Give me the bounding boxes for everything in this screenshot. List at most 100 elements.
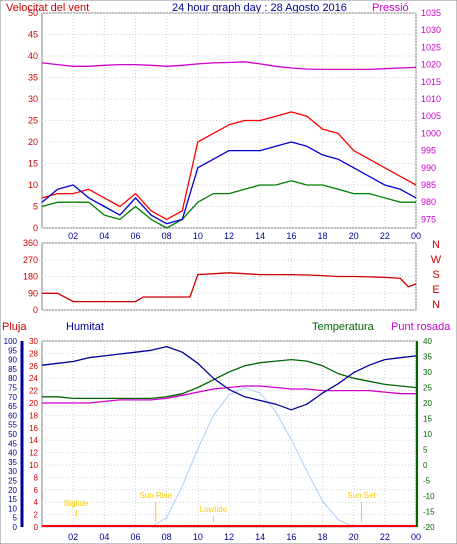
temperature-y-tick-label: 40 xyxy=(423,337,432,346)
x-tick-label: 18 xyxy=(317,231,327,241)
temperature-y-tick-label: -5 xyxy=(423,477,431,486)
series-direction xyxy=(42,272,417,303)
rain-y-tick-label: 16 xyxy=(29,424,38,433)
temperature-y-tick-label: 35 xyxy=(423,353,432,362)
pressure-y-tick-label: 1030 xyxy=(421,25,441,35)
x-tick-label: 16 xyxy=(286,532,296,542)
humidity-header: Humitat xyxy=(66,321,104,333)
humidity-y-tick-label: 100 xyxy=(4,337,18,346)
humidity-y-tick-label: 60 xyxy=(8,411,17,420)
pressure-y-tick-label: 995 xyxy=(421,146,436,156)
series-temperature xyxy=(42,358,417,400)
wind-y-tick-label: 50 xyxy=(28,8,38,18)
humidity-y-tick-label: 85 xyxy=(8,365,17,374)
rain-y-tick-label: 10 xyxy=(29,461,38,470)
x-tick-label: 14 xyxy=(255,532,265,542)
x-tick-label: 02 xyxy=(68,532,78,542)
astronomy-annotations: Sun Rise Sun Set Lowtide Bigtide xyxy=(64,491,376,522)
x-tick-label: 08 xyxy=(162,532,172,542)
annotation-label: Sun Rise xyxy=(140,491,173,500)
humidity-y-tick-label: 45 xyxy=(8,439,17,448)
rain-y-tick-label: 28 xyxy=(29,349,38,358)
x-tick-label: 20 xyxy=(349,231,359,241)
x-tick-label: 06 xyxy=(130,532,140,542)
wind-pressure-grid xyxy=(42,12,417,229)
wind-y-tick-label: 35 xyxy=(28,73,38,83)
rain-y-tick-label: 6 xyxy=(34,486,39,495)
direction-letter: W xyxy=(431,254,442,266)
rain-y-tick-label: 2 xyxy=(34,511,39,520)
humidity-temperature-series xyxy=(41,345,417,528)
humidity-y-tick-label: 30 xyxy=(8,467,17,476)
pressure-y-tick-label: 985 xyxy=(421,180,436,190)
humidity-y-tick-label: 95 xyxy=(8,346,17,355)
rain-y-tick-label: 8 xyxy=(34,473,39,482)
direction-y-tick-label: 0 xyxy=(33,305,38,315)
wind-y-tick-label: 15 xyxy=(28,159,38,169)
wind-y-tick-label: 30 xyxy=(28,94,38,104)
rain-y-tick-label: 22 xyxy=(29,387,38,396)
x-tick-label: 12 xyxy=(224,231,234,241)
humidity-y-tick-label: 90 xyxy=(8,356,17,365)
humidity-y-tick-label: 20 xyxy=(8,486,17,495)
humidity-temperature-grid xyxy=(42,340,417,528)
direction-letter: N xyxy=(432,299,440,311)
x-tick-label: 04 xyxy=(99,532,109,542)
direction-letter: S xyxy=(432,269,439,281)
wind-y-tick-label: 40 xyxy=(28,51,38,61)
rain-header: Pluja xyxy=(2,321,27,333)
pressure-header: Pressió xyxy=(372,2,409,14)
rain-y-tick-label: 4 xyxy=(34,498,39,507)
x-tick-label: 10 xyxy=(193,532,203,542)
humidity-y-tick-label: 55 xyxy=(8,421,17,430)
wind-y-tick-label: 10 xyxy=(28,180,38,190)
wind-y-tick-label: 45 xyxy=(28,30,38,40)
rain-y-tick-label: 14 xyxy=(29,436,38,445)
temperature-y-tick-label: 20 xyxy=(423,399,432,408)
annotation-label: Sun Set xyxy=(347,491,376,500)
wind-y-tick-label: 25 xyxy=(28,116,38,126)
rain-y-tick-label: 12 xyxy=(29,449,38,458)
x-tick-label: 10 xyxy=(193,231,203,241)
x-tick-label: 00 xyxy=(411,532,421,542)
temperature-y-tick-label: 25 xyxy=(423,384,432,393)
direction-y-tick-label: 360 xyxy=(23,238,38,248)
pressure-y-tick-label: 1005 xyxy=(421,111,441,121)
pressure-y-tick-label: 980 xyxy=(421,197,436,207)
direction-letter: N xyxy=(432,239,440,251)
humidity-temperature-ticks: 02 04 06 08 10 12 14 16 18 20 22 000246810121416182… xyxy=(4,337,435,542)
wind-direction-grid xyxy=(42,242,417,311)
series-avg xyxy=(41,141,417,225)
annotation-label: Lowtide xyxy=(200,505,228,514)
humidity-y-tick-label: 80 xyxy=(8,374,17,383)
temperature-header: Temperatura xyxy=(312,321,375,333)
x-tick-label: 16 xyxy=(286,231,296,241)
series-min xyxy=(41,180,416,229)
wind-pressure-ticks: 02 04 06 08 10 12 14 16 18 20 22 000510152025303540… xyxy=(28,8,441,241)
rain-y-tick-label: 18 xyxy=(29,411,38,420)
chart-title: 24 hour graph day : 28 Agosto 2016 xyxy=(172,2,347,14)
wind-speed-header: Velocitat del vent xyxy=(6,2,89,14)
x-tick-label: 22 xyxy=(380,231,390,241)
temperature-y-tick-label: 15 xyxy=(423,415,432,424)
wind-y-tick-label: 20 xyxy=(28,137,38,147)
temperature-y-tick-label: 30 xyxy=(423,368,432,377)
series-pressure xyxy=(41,61,417,71)
temperature-y-tick-label: 10 xyxy=(423,430,432,439)
dewpoint-header: Punt rosada xyxy=(391,321,451,333)
series-dewpoint xyxy=(42,385,416,404)
x-tick-label: 08 xyxy=(162,231,172,241)
wind-pressure-series xyxy=(41,61,417,229)
humidity-y-tick-label: 5 xyxy=(13,514,18,523)
humidity-y-tick-label: 75 xyxy=(8,384,17,393)
humidity-y-tick-label: 15 xyxy=(8,495,17,504)
temperature-y-tick-label: 5 xyxy=(423,446,428,455)
temperature-y-tick-label: -10 xyxy=(423,492,435,501)
humidity-y-tick-label: 40 xyxy=(8,449,17,458)
direction-y-tick-label: 270 xyxy=(23,255,38,265)
x-tick-label: 20 xyxy=(349,532,359,542)
direction-y-tick-label: 180 xyxy=(23,272,38,282)
